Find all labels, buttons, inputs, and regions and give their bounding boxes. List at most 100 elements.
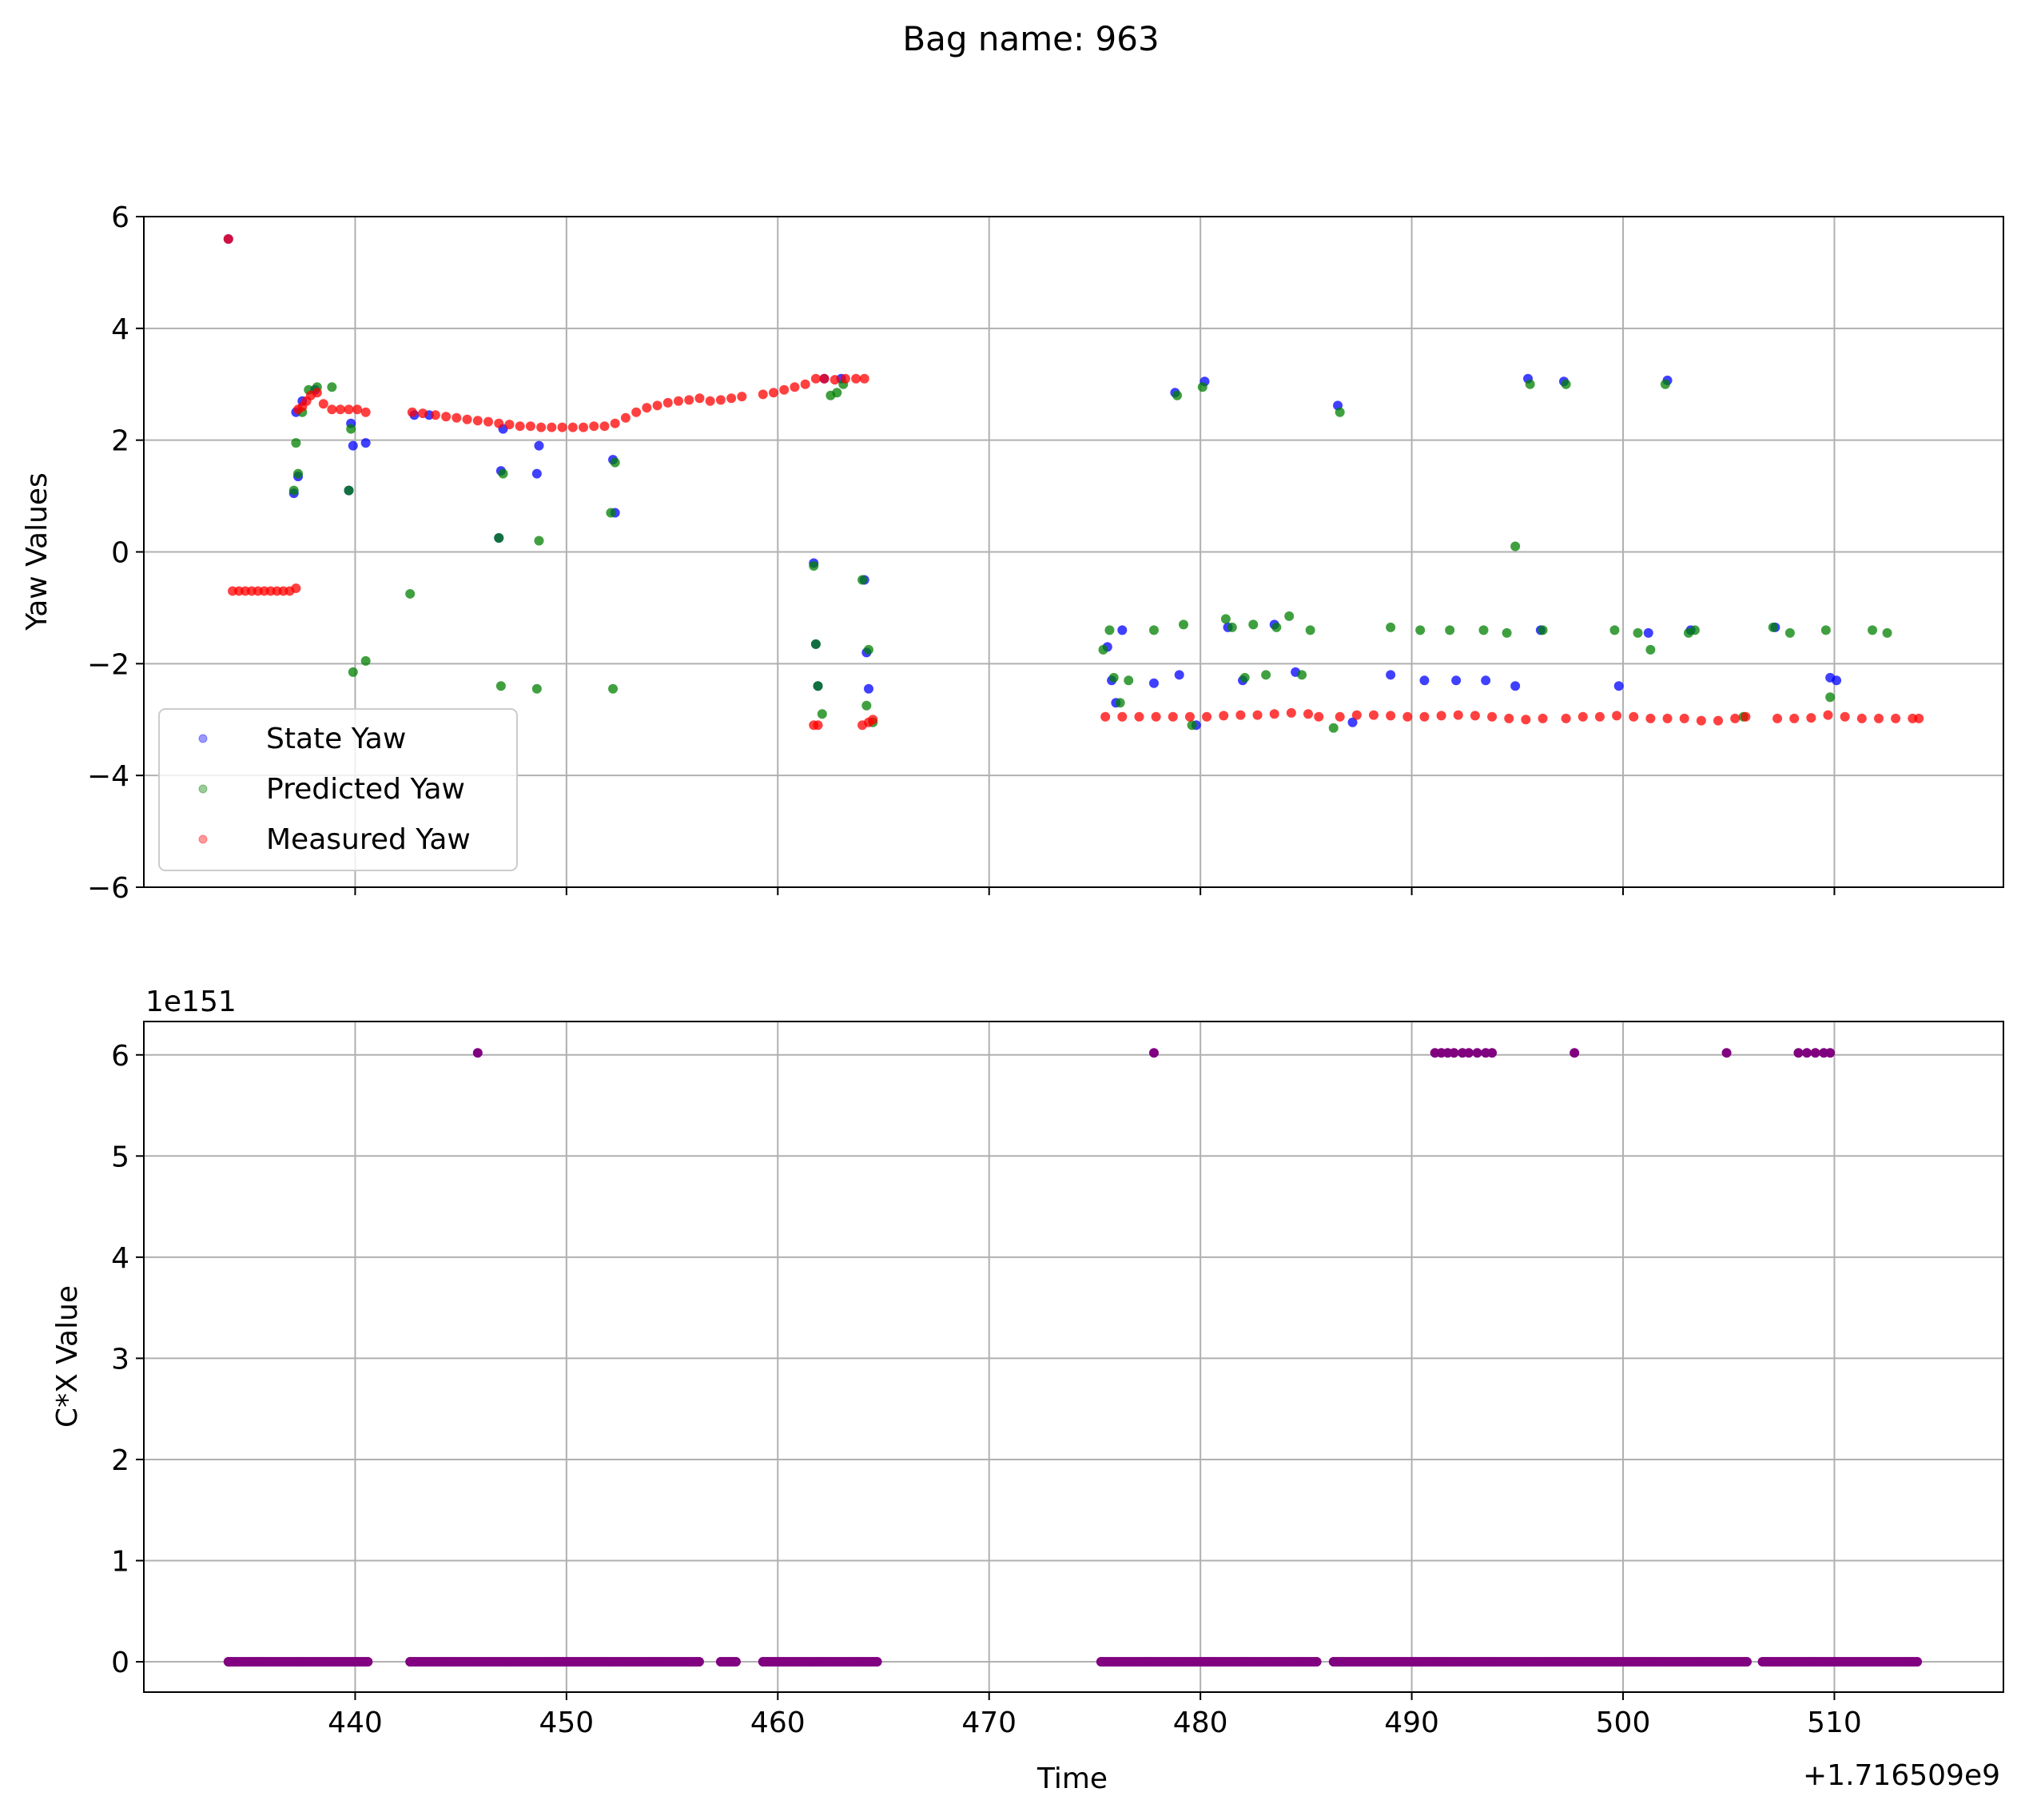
state-yaw-point	[1386, 670, 1396, 680]
bottom-y-axis-label: C*X Value	[51, 1285, 84, 1428]
predicted-yaw-point	[498, 468, 508, 479]
measured-yaw-point	[1100, 711, 1111, 722]
predicted-yaw-point	[1445, 625, 1455, 635]
measured-yaw-point	[567, 422, 578, 432]
cx-point	[1449, 1048, 1459, 1058]
state-yaw-point	[1481, 675, 1491, 686]
predicted-yaw-point	[1868, 625, 1878, 635]
measured-yaw-point	[472, 416, 483, 426]
cx-point	[1311, 1657, 1322, 1667]
predicted-yaw-point	[534, 536, 544, 546]
x-tick-label: 440	[328, 1706, 383, 1739]
measured-yaw-point	[1713, 715, 1724, 726]
measured-yaw-point	[1117, 711, 1128, 722]
predicted-yaw-point	[1108, 672, 1119, 683]
legend-marker-measured-yaw	[198, 834, 208, 844]
measured-yaw-point	[1594, 711, 1605, 722]
measured-yaw-point	[1151, 711, 1161, 722]
predicted-yaw-point	[1124, 675, 1134, 686]
measured-yaw-point	[599, 421, 610, 432]
measured-yaw-point	[352, 404, 363, 415]
predicted-yaw-point	[1305, 625, 1315, 635]
y-tick-label: 0	[111, 1647, 129, 1679]
measured-yaw-point	[525, 421, 535, 432]
predicted-yaw-point	[1689, 625, 1700, 635]
measured-yaw-point	[800, 379, 810, 389]
predicted-yaw-point	[405, 588, 416, 599]
x-tick-label: 510	[1807, 1706, 1862, 1739]
measured-yaw-point	[642, 403, 652, 413]
y-offset-text: 1e151	[145, 986, 237, 1018]
measured-yaw-point	[1806, 713, 1816, 723]
measured-yaw-point	[662, 397, 673, 408]
measured-yaw-point	[430, 410, 440, 420]
measured-yaw-point	[1914, 713, 1924, 723]
measured-yaw-point	[652, 400, 662, 411]
predicted-yaw-point	[608, 683, 619, 694]
cx-point	[1148, 1048, 1159, 1058]
measured-yaw-point	[312, 388, 322, 398]
measured-yaw-point	[620, 412, 631, 423]
predicted-yaw-point	[1227, 622, 1237, 632]
predicted-yaw-point	[1148, 625, 1159, 635]
predicted-yaw-point	[1478, 625, 1489, 635]
legend-marker-predicted-yaw	[198, 784, 208, 794]
predicted-yaw-point	[832, 388, 842, 398]
measured-yaw-point	[737, 392, 747, 402]
state-yaw-point	[1347, 717, 1358, 727]
state-yaw-point	[1510, 681, 1521, 691]
top-y-ticks: −6 −4 −2 0 2 4 6	[87, 201, 144, 905]
measured-yaw-point	[335, 404, 345, 415]
y-tick-label: 2	[111, 1444, 129, 1477]
predicted-yaw-point	[495, 681, 506, 691]
bottom-grid	[144, 1022, 2003, 1692]
measured-yaw-point	[1269, 709, 1279, 719]
measured-yaw-point	[829, 375, 840, 385]
measured-yaw-point	[589, 421, 599, 432]
state-yaw-point	[531, 468, 542, 479]
measured-yaw-point	[452, 412, 462, 423]
measured-yaw-point	[758, 389, 768, 400]
measured-yaw-point	[1538, 713, 1548, 723]
predicted-yaw-point	[291, 438, 301, 448]
predicted-yaw-point	[1561, 379, 1571, 389]
measured-yaw-point	[1561, 713, 1571, 723]
cx-point	[1721, 1048, 1732, 1058]
predicted-yaw-point	[1882, 627, 1892, 638]
x-tick-label: 460	[750, 1706, 806, 1739]
bottom-x-ticks: 440 450 460 470 480 490 500 510	[328, 1692, 1862, 1739]
measured-yaw-point	[705, 396, 715, 406]
measured-yaw-point	[1184, 711, 1195, 722]
measured-yaw-point	[1891, 713, 1901, 723]
measured-yaw-point	[1386, 711, 1396, 721]
cx-point	[872, 1657, 882, 1667]
cx-point	[1810, 1048, 1820, 1058]
predicted-yaw-point	[288, 485, 299, 496]
predicted-yaw-point	[1220, 614, 1231, 624]
legend-box	[158, 708, 518, 871]
measured-yaw-point	[418, 408, 428, 419]
predicted-yaw-point	[327, 382, 337, 392]
measured-yaw-point	[715, 395, 726, 405]
predicted-yaw-point	[346, 424, 356, 434]
measured-yaw-point	[1772, 713, 1783, 723]
measured-yaw-point	[1470, 711, 1480, 721]
measured-yaw-point	[840, 373, 850, 384]
measured-yaw-point	[813, 720, 823, 731]
y-tick-label: 1	[111, 1545, 129, 1578]
y-tick-label: 5	[111, 1141, 129, 1173]
y-tick-label: −2	[87, 648, 129, 681]
predicted-yaw-point	[1645, 644, 1656, 655]
legend-label-predicted-yaw: Predicted Yaw	[266, 773, 465, 806]
measured-yaw-point	[1436, 711, 1446, 721]
measured-yaw-point	[694, 393, 705, 404]
predicted-yaw-point	[1115, 698, 1125, 708]
measured-yaw-point	[1252, 710, 1263, 720]
cx-point	[694, 1657, 704, 1667]
measured-yaw-point	[1402, 711, 1413, 722]
measured-yaw-point	[291, 583, 301, 593]
measured-yaw-point	[1730, 713, 1741, 723]
measured-yaw-point	[1679, 713, 1689, 723]
state-yaw-point	[1613, 681, 1624, 691]
